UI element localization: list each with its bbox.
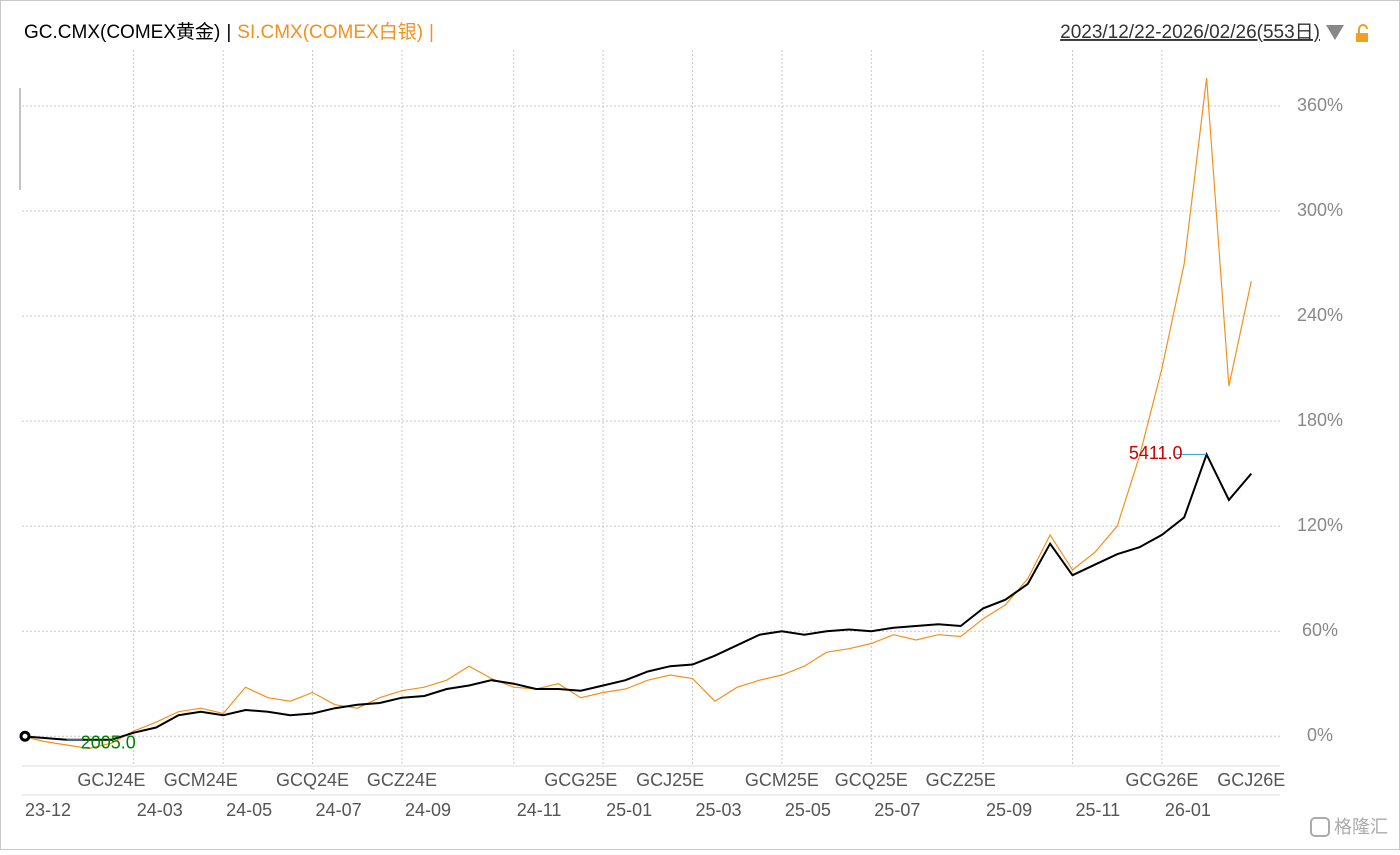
- separator: |: [226, 22, 231, 43]
- x-tick-label: 25-07: [874, 800, 920, 820]
- start-marker: [19, 730, 31, 742]
- contract-label: GCJ26E: [1217, 770, 1285, 790]
- x-tick-label: 25-09: [986, 800, 1032, 820]
- x-tick-label: 26-01: [1165, 800, 1211, 820]
- contract-label: GCJ24E: [77, 770, 145, 790]
- series-line: [21, 77, 1252, 750]
- watermark: 格隆汇: [1310, 817, 1388, 837]
- separator: |: [429, 22, 434, 43]
- y-tick-label: 180%: [1297, 410, 1343, 430]
- y-tick-label: 60%: [1302, 620, 1338, 640]
- annotation: 5411.0: [1129, 443, 1183, 463]
- annotation: 2005.0: [81, 732, 136, 752]
- y-tick-label: 240%: [1297, 305, 1343, 325]
- x-tick-label: 24-05: [226, 800, 272, 820]
- x-tick-label: 24-03: [137, 800, 183, 820]
- x-tick-label: 24-09: [405, 800, 451, 820]
- contract-label: GCQ24E: [276, 770, 349, 790]
- contract-label: GCJ25E: [636, 770, 704, 790]
- date-range[interactable]: 2023/12/22-2026/02/26(553日): [1060, 22, 1320, 43]
- watermark-text: 格隆汇: [1334, 817, 1388, 837]
- x-tick-label: 24-07: [316, 800, 362, 820]
- contract-label: GCQ25E: [835, 770, 908, 790]
- contract-label: GCM25E: [745, 770, 819, 790]
- contract-label: GCM24E: [164, 770, 238, 790]
- legend-entry[interactable]: SI.CMX(COMEX白银): [237, 21, 423, 43]
- contract-label: GCG25E: [544, 770, 617, 790]
- legend-entry[interactable]: GC.CMX(COMEX黄金): [24, 21, 220, 43]
- x-tick-label: 23-12: [25, 800, 71, 820]
- lock-icon[interactable]: [1356, 24, 1368, 42]
- series-line: [21, 451, 1253, 741]
- y-tick-label: 0%: [1307, 725, 1333, 745]
- dropdown-icon[interactable]: [1326, 25, 1344, 40]
- x-tick-label: 25-11: [1075, 800, 1120, 820]
- contract-label: GCZ24E: [367, 770, 437, 790]
- y-tick-label: 360%: [1297, 95, 1343, 115]
- contract-label: GCZ25E: [926, 770, 996, 790]
- contract-label: GCG26E: [1125, 770, 1198, 790]
- x-tick-label: 25-01: [606, 800, 652, 820]
- x-tick-label: 24-11: [517, 800, 562, 820]
- y-tick-label: 300%: [1297, 200, 1343, 220]
- x-tick-label: 25-03: [696, 800, 742, 820]
- x-tick-label: 25-05: [785, 800, 831, 820]
- legend: GC.CMX(COMEX黄金) | SI.CMX(COMEX白银) |: [24, 21, 434, 43]
- y-tick-label: 120%: [1297, 515, 1343, 535]
